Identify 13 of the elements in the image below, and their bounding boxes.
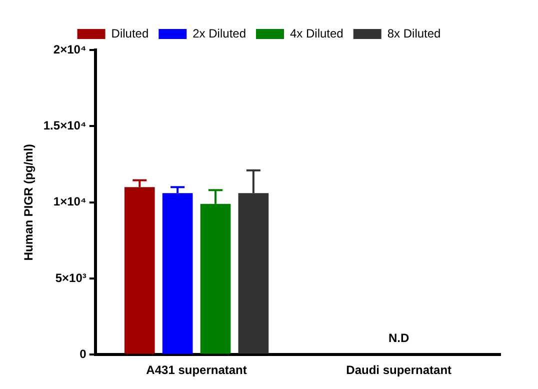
legend-label: 4x Diluted <box>290 26 344 40</box>
legend-label: 2x Diluted <box>192 26 246 40</box>
y-tick-label: 0 <box>80 346 87 361</box>
legend-label: 8x Diluted <box>387 26 441 40</box>
y-tick-label: 1.5×10⁴ <box>43 118 86 132</box>
x-tick-label: Daudi supernatant <box>346 363 452 378</box>
y-tick-label: 2×10⁴ <box>53 42 86 56</box>
y-axis-title: Human PIGR (pg/ml) <box>22 144 36 261</box>
y-tick-label: 5×10³ <box>55 270 86 285</box>
annotation: N.D <box>388 330 410 345</box>
x-tick-label: A431 supernatant <box>146 363 247 378</box>
legend-label: Diluted <box>111 26 149 40</box>
y-tick-label: 1×10⁴ <box>53 194 86 209</box>
